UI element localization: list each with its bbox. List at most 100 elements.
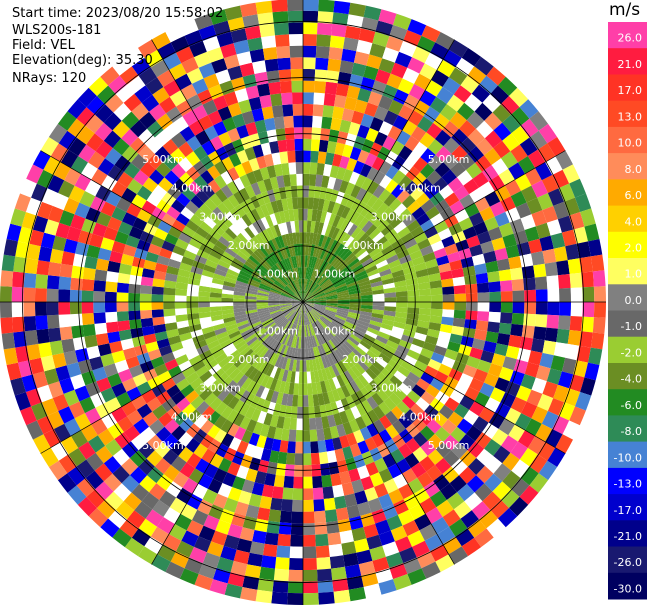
range-gate <box>181 530 199 547</box>
range-gate <box>315 272 324 284</box>
range-gate <box>502 233 517 248</box>
range-gate <box>264 58 279 72</box>
range-gate <box>310 220 316 233</box>
range-gate <box>244 260 256 271</box>
range-gate <box>360 204 372 218</box>
range-gate <box>374 457 388 473</box>
range-gate <box>78 441 96 460</box>
range-gate <box>334 349 345 361</box>
range-gate <box>238 402 251 417</box>
range-gate <box>264 117 276 131</box>
range-gate <box>370 280 383 288</box>
range-gate <box>321 175 330 188</box>
range-gate <box>264 473 276 487</box>
range-gate <box>270 326 280 337</box>
colorbar-tick-label: 2.0 <box>625 242 643 255</box>
range-gate <box>318 276 328 286</box>
range-gate <box>341 482 355 496</box>
range-gate <box>273 264 283 275</box>
range-gate <box>321 223 329 236</box>
range-gate <box>176 397 191 412</box>
range-gate <box>123 425 140 442</box>
range-gate <box>10 208 26 227</box>
range-gate <box>97 85 116 105</box>
range-gate <box>298 371 303 384</box>
range-gate <box>360 476 374 491</box>
range-gate <box>421 25 441 43</box>
range-gate <box>100 237 115 251</box>
range-gate <box>535 365 551 382</box>
range-gate <box>348 336 360 346</box>
range-gate <box>396 458 411 474</box>
range-gate <box>67 118 86 138</box>
range-gate <box>424 404 439 419</box>
range-gate <box>151 383 167 398</box>
range-gate <box>161 352 176 364</box>
range-gate <box>114 359 129 373</box>
range-gate <box>471 501 491 520</box>
range-gate <box>47 175 65 193</box>
range-gate <box>287 347 294 359</box>
range-gate <box>212 273 226 281</box>
range-gate <box>330 189 339 203</box>
range-gate <box>232 337 245 347</box>
range-gate <box>85 470 104 490</box>
range-gate <box>202 238 215 250</box>
colorbar-tick-label: 21.0 <box>618 58 643 71</box>
colorbar-segment <box>608 153 647 180</box>
range-gate <box>297 325 301 337</box>
range-gate <box>93 280 106 292</box>
range-gate <box>112 56 132 76</box>
range-gate <box>434 426 451 443</box>
range-gate <box>442 509 461 527</box>
range-gate <box>429 315 443 324</box>
range-gate <box>124 537 145 557</box>
range-gate <box>388 392 402 406</box>
range-gate <box>32 371 49 389</box>
range-gate <box>59 326 73 341</box>
range-gate <box>483 340 497 354</box>
range-gate <box>442 309 455 318</box>
range-gate <box>116 292 129 302</box>
range-gate <box>419 295 432 302</box>
range-gate <box>292 394 299 407</box>
range-gate <box>225 227 238 240</box>
range-gate <box>340 385 351 398</box>
range-gate <box>372 297 385 302</box>
range-gate <box>237 250 249 261</box>
range-gate <box>13 331 27 348</box>
range-gate <box>500 196 516 212</box>
range-gate <box>290 534 303 547</box>
range-gate <box>526 389 543 407</box>
range-gate <box>178 157 193 173</box>
range-gate <box>418 308 431 316</box>
range-gate <box>281 292 293 298</box>
range-gate <box>429 280 443 289</box>
range-gate <box>259 314 272 321</box>
range-gate <box>89 233 104 248</box>
range-gate <box>372 360 385 373</box>
range-gate <box>253 250 264 261</box>
range-gate <box>259 566 275 581</box>
range-gate <box>469 377 484 392</box>
range-gate <box>321 416 330 429</box>
range-gate <box>163 294 175 302</box>
range-gate <box>371 392 384 406</box>
range-gate <box>146 137 163 154</box>
range-gate <box>111 206 127 222</box>
range-gate <box>303 294 313 302</box>
range-gate <box>299 278 302 291</box>
range-gate <box>224 5 243 21</box>
range-gate <box>192 232 206 244</box>
range-gate <box>156 113 173 130</box>
range-gate <box>353 328 366 337</box>
range-gate <box>244 299 257 302</box>
range-gate <box>330 272 341 282</box>
range-gate <box>461 47 482 67</box>
range-gate <box>288 232 294 245</box>
range-gate <box>464 93 483 112</box>
range-gate <box>166 206 181 220</box>
range-gate <box>144 49 164 68</box>
range-gate <box>420 440 436 456</box>
range-gate <box>187 318 201 327</box>
